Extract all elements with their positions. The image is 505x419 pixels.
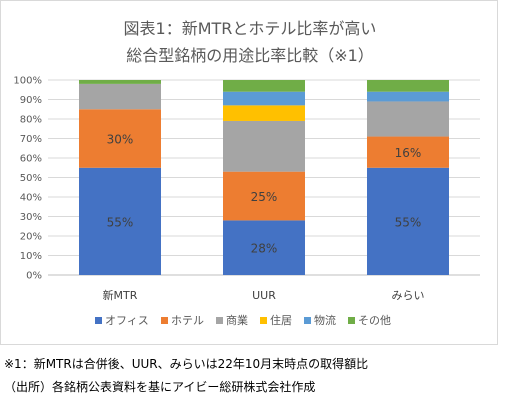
bar-segment	[367, 136, 449, 168]
data-label: 55%	[107, 215, 134, 229]
chart-title-line2: 総合型銘柄の用途比率比較（※1）	[126, 46, 374, 65]
legend-swatch	[216, 317, 223, 324]
y-tick-label: 90%	[20, 95, 42, 106]
bar-segment	[367, 91, 449, 102]
stacked-bar-chart: 0% 10% 20% 30% 40% 50% 60% 70% 80% 90% 100% 55% 30% 新…	[13, 76, 480, 327]
legend-swatch	[260, 317, 267, 324]
y-tick-label: 20%	[20, 232, 42, 243]
bar-segment	[79, 83, 161, 110]
y-tick-label: 10%	[20, 251, 42, 262]
y-tick-label: 80%	[20, 115, 42, 126]
legend-swatch	[348, 317, 355, 324]
data-label: 30%	[107, 133, 134, 147]
bar-segment	[79, 109, 161, 168]
y-tick-label: 0%	[26, 271, 42, 282]
y-tick-label: 40%	[20, 193, 42, 204]
bar-segment	[367, 167, 449, 275]
bar-segment	[79, 80, 161, 84]
legend-entry: オフィス	[105, 314, 149, 327]
y-tick-label: 50%	[20, 173, 42, 184]
y-tick-label: 100%	[13, 76, 42, 87]
x-tick-label: 新MTR	[103, 288, 138, 302]
data-label: 16%	[395, 146, 422, 160]
x-tick-label: UUR	[252, 289, 276, 302]
bar-segment	[367, 101, 449, 137]
chart-title-line1: 図表1：新MTRとホテル比率が高い	[123, 19, 377, 38]
bar-segment	[223, 220, 305, 275]
x-tick-label: みらい	[392, 289, 425, 302]
y-tick-label: 30%	[20, 212, 42, 223]
footnote: ※1：新MTRは合併後、UUR、みらいは22年10月末時点の取得額比	[4, 357, 369, 371]
bar-segment	[223, 105, 305, 121]
bar-segment	[79, 167, 161, 275]
legend-entry: 物流	[314, 313, 336, 327]
bar-segment	[223, 91, 305, 106]
legend-swatch	[161, 317, 168, 324]
y-tick-label: 70%	[20, 134, 42, 145]
data-label: 25%	[251, 190, 278, 204]
y-tick-label: 60%	[20, 154, 42, 165]
legend-entry: ホテル	[171, 314, 204, 327]
legend-swatch	[95, 317, 102, 324]
legend-entry: 住居	[270, 313, 292, 327]
bar-segment	[223, 171, 305, 221]
legend-swatch	[304, 317, 311, 324]
bar-segment	[367, 80, 449, 92]
legend-entry: 商業	[226, 313, 248, 327]
source-note: （出所）各銘柄公表資料を基にアイビー総研株式会社作成	[4, 380, 316, 394]
data-label: 28%	[251, 242, 278, 256]
bar-segment	[223, 120, 305, 172]
legend-entry: その他	[358, 314, 391, 327]
bar-segment	[223, 80, 305, 92]
data-label: 55%	[395, 215, 422, 229]
